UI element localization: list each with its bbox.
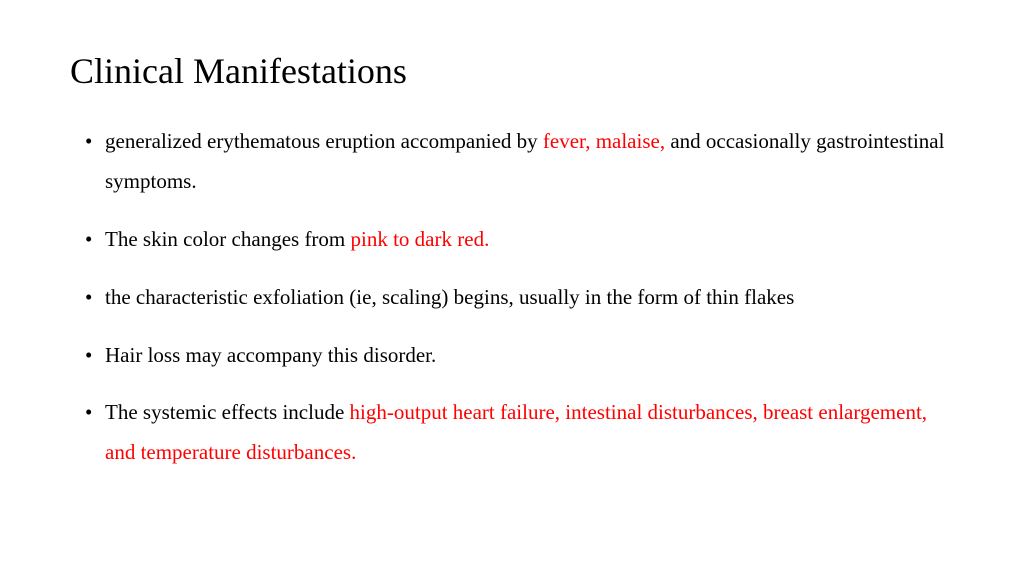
slide-title: Clinical Manifestations — [70, 50, 954, 92]
bullet-item: generalized erythematous eruption accomp… — [90, 122, 954, 202]
body-text: the characteristic exfoliation (ie, scal… — [105, 285, 794, 309]
body-text: generalized erythematous eruption accomp… — [105, 129, 543, 153]
highlighted-text: pink to dark red. — [351, 227, 490, 251]
body-text: The skin color changes from — [105, 227, 351, 251]
body-text: Hair loss may accompany this disorder. — [105, 343, 436, 367]
bullet-item: The skin color changes from pink to dark… — [90, 220, 954, 260]
bullet-item: Hair loss may accompany this disorder. — [90, 336, 954, 376]
bullet-item: the characteristic exfoliation (ie, scal… — [90, 278, 954, 318]
highlighted-text: fever, malaise, — [543, 129, 670, 153]
body-text: The systemic effects include — [105, 400, 350, 424]
bullet-list: generalized erythematous eruption accomp… — [70, 122, 954, 473]
bullet-item: The systemic effects include high-output… — [90, 393, 954, 473]
